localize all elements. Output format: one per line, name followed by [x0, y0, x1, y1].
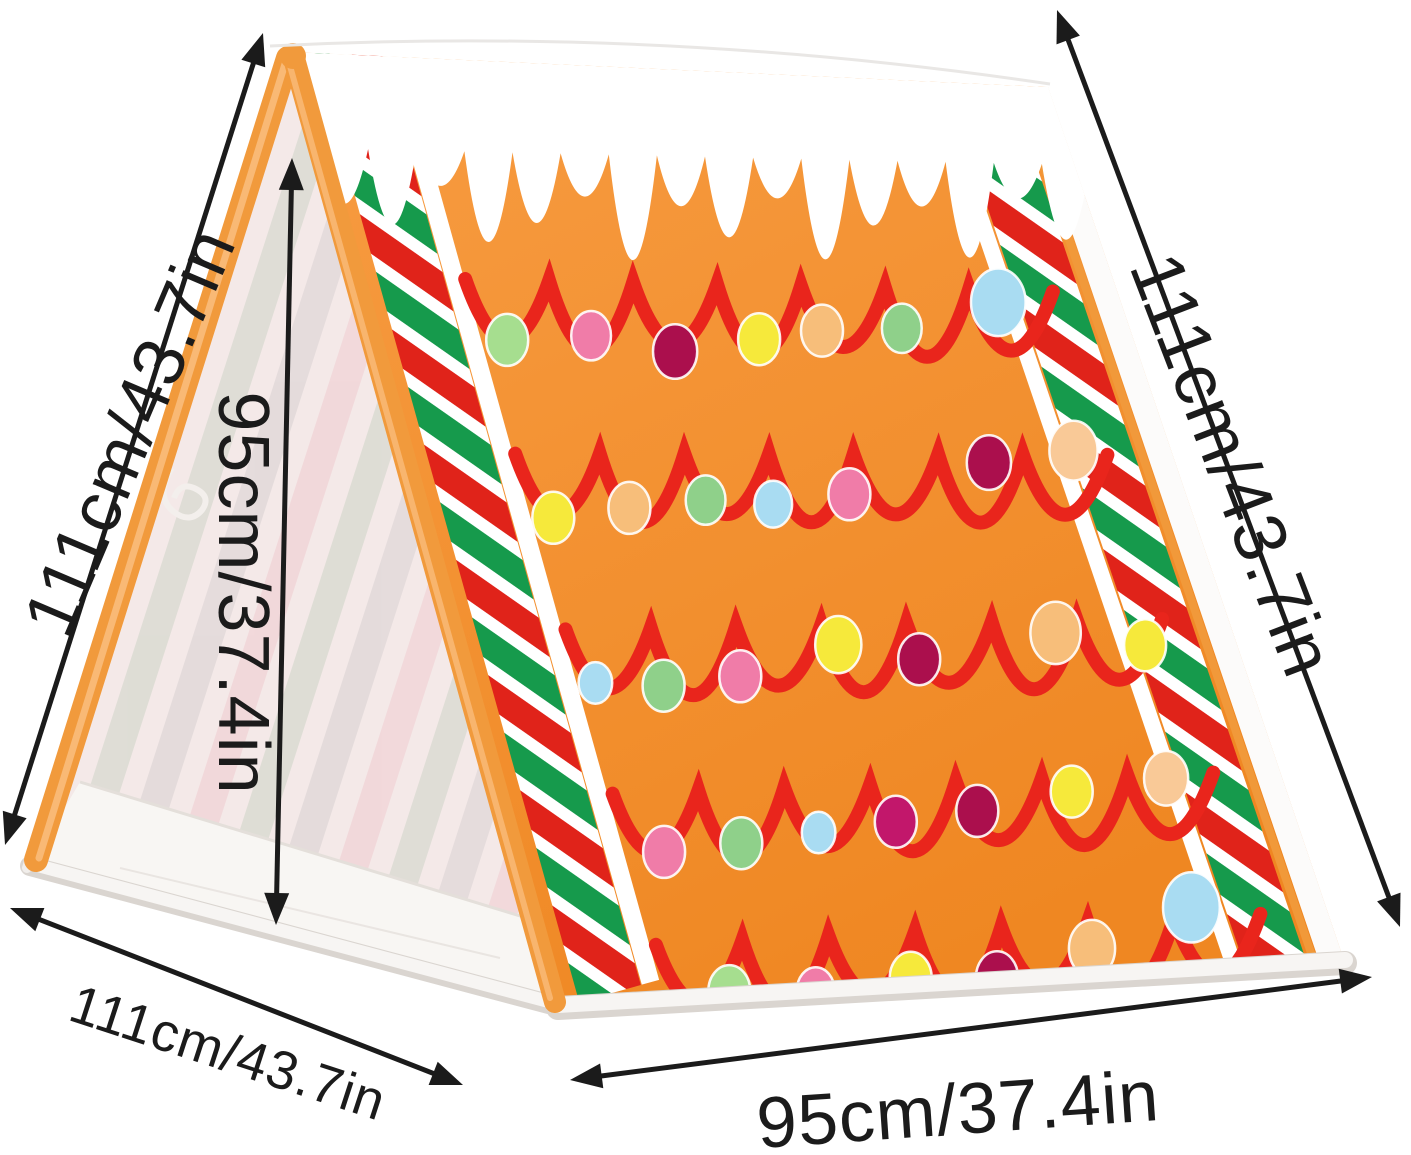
garland-row: [508, 431, 1115, 530]
dimension-arrow-right-slope: [1056, 10, 1401, 927]
candy-dot: [799, 303, 845, 358]
candy-dot: [753, 479, 794, 529]
tent-front-face: [292, 52, 1345, 1008]
candy-dot: [955, 783, 1000, 839]
candy-dot: [1049, 764, 1094, 819]
candy-dot: [827, 467, 872, 522]
edge-bindings: [22, 43, 566, 1013]
dimension-label-inner-height: 95cm/37.4in: [203, 391, 283, 795]
candy-dot: [873, 794, 919, 850]
candy-dot: [965, 434, 1013, 492]
dimension-arrow-left-slope: [2, 33, 266, 845]
candy-dot: [569, 309, 613, 362]
gable-bottom-piping: [20, 856, 566, 1016]
garland-row: [605, 753, 1221, 864]
candy-dot: [1029, 600, 1083, 666]
dimension-arrow-inner-height: [264, 158, 304, 925]
candy-dot: [651, 322, 699, 381]
ridge-line: [269, 39, 1051, 86]
candy-dot: [719, 815, 764, 871]
candy-dot: [896, 631, 942, 687]
candy-dot: [484, 312, 530, 368]
candy-dot: [577, 660, 614, 705]
candy-dot: [1122, 618, 1168, 673]
dimension-arrow-front-width: [570, 968, 1372, 1089]
tie-string: [160, 466, 209, 521]
candy-dot: [641, 824, 687, 880]
candy-dot: [880, 302, 923, 355]
candy-dot: [813, 614, 863, 675]
candy-dot: [641, 658, 686, 713]
dimension-arrow-bottom-left-edge: [10, 908, 463, 1085]
candy-dot: [607, 480, 652, 536]
candy-dot: [1142, 749, 1190, 807]
candy-dot: [531, 490, 576, 546]
candy-dot: [684, 474, 727, 527]
front-bottom-piping: [546, 951, 1357, 1020]
candy-dot: [718, 649, 763, 704]
candy-dot: [736, 311, 782, 367]
candy-dot: [800, 810, 837, 855]
icing-drip-border: [292, 52, 1090, 261]
candy-dot: [1048, 419, 1099, 482]
candy-dot: [969, 267, 1027, 338]
candy-dot: [1161, 871, 1222, 944]
